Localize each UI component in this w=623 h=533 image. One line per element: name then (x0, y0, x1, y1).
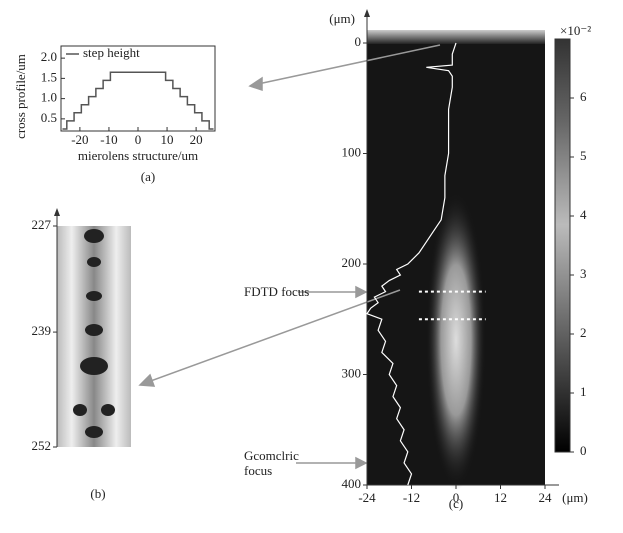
y-tick-label: 1.0 (41, 90, 57, 105)
panel-label: (a) (141, 169, 155, 184)
connectors (138, 44, 441, 470)
x-tick-label: 12 (494, 490, 507, 505)
x-tick-label: 24 (539, 490, 553, 505)
y-axis-label: cross profile/um (13, 54, 28, 139)
image-b-pattern (73, 229, 115, 438)
colorbar-tick-label: 6 (580, 89, 587, 104)
x-tick-label: 0 (135, 132, 142, 147)
x-tick-label: -24 (358, 490, 376, 505)
x-axis-label: (μm) (562, 490, 588, 505)
y-tick-label: 2.0 (41, 49, 57, 64)
y-axis-label: (μm) (329, 11, 355, 26)
colorbar-tick-label: 4 (580, 207, 587, 222)
colorbar (554, 38, 571, 453)
axis-arrow (364, 9, 370, 17)
y-tick-label: 1.5 (41, 69, 57, 84)
x-axis-label: mierolens structure/um (78, 148, 198, 163)
y-tick-label: 400 (342, 476, 362, 491)
legend-label: step height (83, 45, 140, 60)
x-tick-label: -20 (71, 132, 88, 147)
annotation: FDTD focus (244, 284, 310, 299)
colorbar-tick-label: 5 (580, 148, 587, 163)
panel-label: (b) (90, 486, 105, 501)
colorbar-tick-label: 2 (580, 325, 587, 340)
step-line (62, 71, 214, 130)
x-tick-label: -10 (100, 132, 117, 147)
colorbar-tick-label: 3 (580, 266, 587, 281)
axis-arrow (54, 208, 60, 216)
annotation: Gcomclric focus (244, 448, 299, 478)
y-tick-label: 200 (342, 255, 362, 270)
y-tick-label: 0 (355, 34, 362, 49)
profile-line (366, 42, 457, 486)
colorbar-tick-label: 0 (580, 443, 587, 458)
y-tick-label: 252 (32, 438, 52, 453)
x-tick-label: 20 (190, 132, 203, 147)
y-tick-label: 300 (342, 365, 362, 380)
y-tick-label: 0.5 (41, 110, 57, 125)
colorbar-label: ×10⁻² (560, 23, 591, 38)
y-tick-label: 239 (32, 323, 52, 338)
panel-label: (c) (449, 496, 463, 511)
image-c-cap (367, 30, 545, 44)
image-c-focus (426, 190, 486, 490)
x-tick-label: -12 (403, 490, 420, 505)
x-tick-label: 0 (453, 490, 460, 505)
y-tick-label: 227 (32, 217, 52, 232)
colorbar-tick-label: 1 (580, 384, 587, 399)
y-tick-label: 100 (342, 144, 362, 159)
x-tick-label: 10 (161, 132, 174, 147)
